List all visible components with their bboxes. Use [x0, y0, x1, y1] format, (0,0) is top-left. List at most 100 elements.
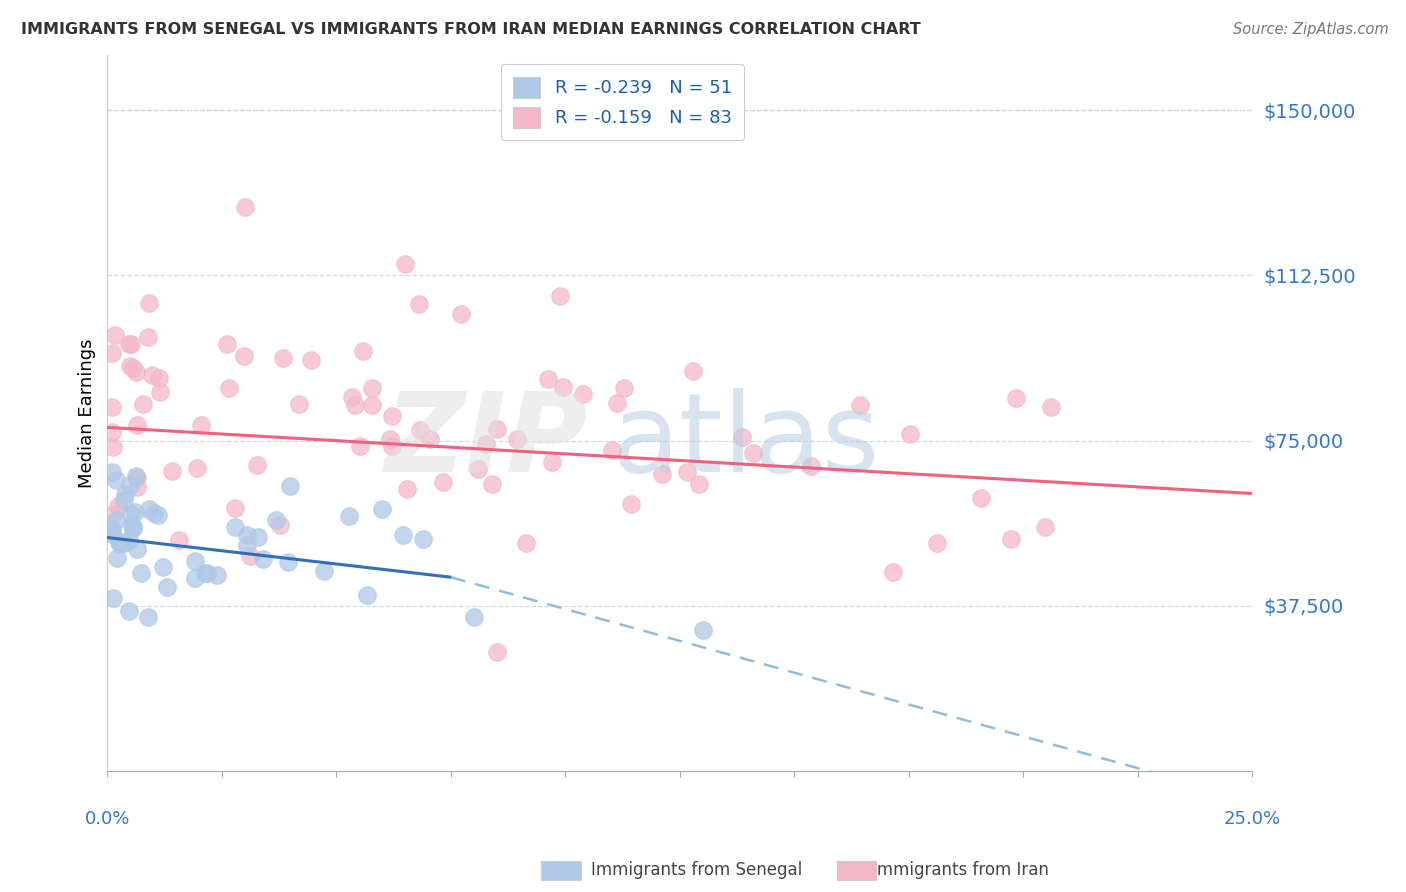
Point [108, 536, 131, 550]
Point [481, 477, 503, 491]
Point [160, 464, 183, 478]
Point [340, 390, 363, 404]
Point [541, 455, 564, 469]
Point [118, 533, 141, 547]
Text: Source: ZipAtlas.com: Source: ZipAtlas.com [1233, 22, 1389, 37]
Point [682, 364, 704, 378]
Point [101, 526, 124, 541]
Point [121, 521, 143, 535]
Point [101, 401, 124, 415]
Point [121, 517, 143, 532]
Text: 0.0%: 0.0% [84, 810, 131, 828]
Point [299, 352, 322, 367]
Text: Immigrants from Iran: Immigrants from Iran [872, 861, 1049, 879]
Point [105, 550, 128, 565]
Point [356, 587, 378, 601]
Point [136, 609, 159, 624]
Text: ZIP: ZIP [385, 388, 588, 495]
Point [101, 440, 124, 454]
Point [120, 507, 142, 521]
Point [121, 520, 143, 534]
Point [572, 387, 595, 401]
Point [169, 533, 191, 548]
Point [1040, 400, 1063, 414]
Point [277, 555, 299, 569]
Point [271, 351, 294, 366]
Point [371, 501, 394, 516]
Point [349, 439, 371, 453]
Point [970, 491, 993, 505]
Point [343, 398, 366, 412]
Point [467, 461, 489, 475]
Point [107, 499, 129, 513]
Point [233, 200, 256, 214]
Point [190, 417, 212, 432]
Point [215, 337, 238, 351]
Point [101, 521, 124, 535]
Point [287, 397, 309, 411]
Point [114, 487, 136, 501]
Point [651, 467, 673, 482]
Point [247, 529, 270, 543]
Point [125, 541, 148, 556]
Point [548, 289, 571, 303]
Text: Immigrants from Senegal: Immigrants from Senegal [591, 861, 801, 879]
Point [152, 560, 174, 574]
Legend: R = -0.239   N = 51, R = -0.159   N = 83: R = -0.239 N = 51, R = -0.159 N = 83 [501, 64, 744, 140]
Point [127, 470, 149, 484]
Point [239, 549, 262, 564]
Point [849, 398, 872, 412]
Point [352, 344, 374, 359]
Point [194, 566, 217, 581]
Point [125, 468, 148, 483]
Point [235, 538, 257, 552]
Point [381, 409, 404, 424]
Point [101, 465, 124, 479]
Point [676, 465, 699, 479]
Point [156, 580, 179, 594]
Point [600, 442, 623, 457]
Point [312, 564, 335, 578]
Point [125, 480, 148, 494]
Point [184, 571, 207, 585]
Point [485, 645, 508, 659]
Point [205, 568, 228, 582]
Point [269, 517, 291, 532]
Point [125, 365, 148, 379]
Point [149, 384, 172, 399]
Point [148, 371, 170, 385]
Point [224, 520, 246, 534]
Point [506, 433, 529, 447]
Point [101, 507, 124, 521]
Point [741, 446, 763, 460]
Point [394, 257, 416, 271]
Point [419, 432, 441, 446]
Text: IMMIGRANTS FROM SENEGAL VS IMMIGRANTS FROM IRAN MEDIAN EARNINGS CORRELATION CHAR: IMMIGRANTS FROM SENEGAL VS IMMIGRANTS FR… [21, 22, 921, 37]
Point [104, 513, 127, 527]
Point [122, 360, 145, 375]
Point [118, 336, 141, 351]
Point [120, 337, 142, 351]
Point [408, 424, 430, 438]
Point [613, 381, 636, 395]
Point [136, 330, 159, 344]
Point [553, 379, 575, 393]
Point [101, 346, 124, 360]
Point [360, 381, 382, 395]
Point [412, 532, 434, 546]
Point [186, 461, 208, 475]
Point [101, 425, 124, 440]
Text: 25.0%: 25.0% [1223, 810, 1281, 828]
Point [898, 427, 921, 442]
Point [882, 565, 904, 579]
Point [117, 603, 139, 617]
Point [264, 513, 287, 527]
Point [112, 536, 135, 550]
Point [800, 459, 823, 474]
Point [141, 368, 163, 382]
Point [337, 508, 360, 523]
Point [432, 475, 454, 489]
Point [218, 381, 240, 395]
Point [101, 525, 124, 540]
Point [101, 591, 124, 605]
